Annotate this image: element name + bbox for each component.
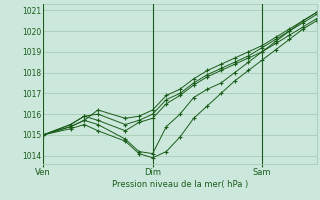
X-axis label: Pression niveau de la mer( hPa ): Pression niveau de la mer( hPa ) bbox=[112, 180, 248, 189]
